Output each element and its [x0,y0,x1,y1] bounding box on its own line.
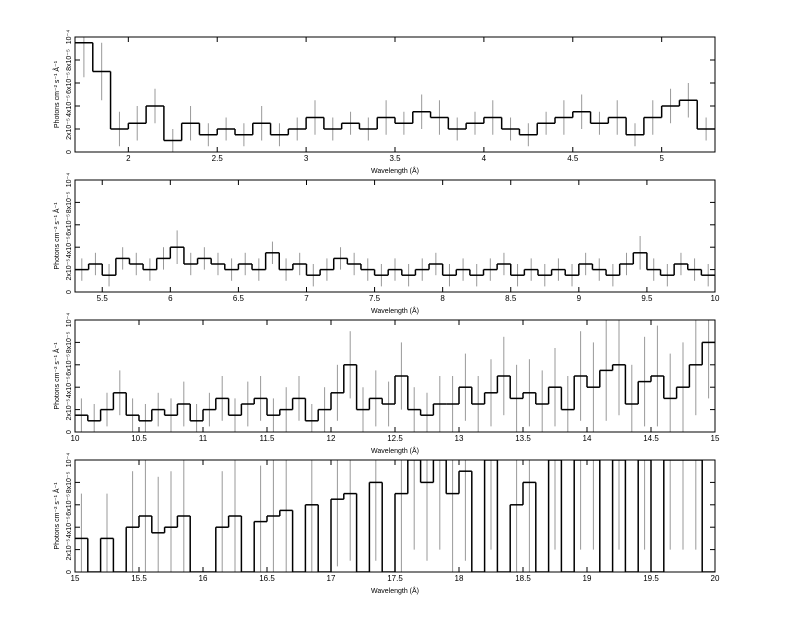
y-tick-label: 8x10⁻⁵ [66,471,73,493]
y-tick-label: 8x10⁻⁵ [66,49,73,71]
x-tick-label: 15 [711,434,720,443]
x-tick-label: 20 [711,574,720,583]
x-tick-label: 4 [482,154,487,163]
x-tick-label: 2 [126,154,131,163]
plot-area [75,230,715,287]
y-axis-label: Photons cm⁻² s⁻¹ Å⁻¹ [52,482,61,550]
x-axis-label: Wavelength (Å) [371,586,419,595]
x-tick-label: 10.5 [131,434,147,443]
y-tick-label: 0 [66,290,73,294]
x-tick-label: 11 [199,434,208,443]
x-tick-label: 11.5 [260,434,276,443]
y-tick-label: 2x10⁻⁵ [66,259,73,281]
y-tick-label: 6x10⁻⁵ [66,72,73,94]
panel: 15 15.5 16 16.5 17 17.5 18 18.5 19 19.5 20 0 2x10⁻⁵4… [52,453,720,595]
y-tick-label: 10⁻⁴ [66,173,73,188]
axes-frame [74,36,716,153]
y-tick-label: 4x10⁻⁵ [66,516,73,538]
plot-area [75,320,715,432]
x-tick-label: 6 [168,294,173,303]
x-tick-label: 14 [583,434,592,443]
y-tick-label: 8x10⁻⁵ [66,191,73,213]
y-tick-label: 10⁻⁴ [66,313,73,328]
x-tick-label: 3 [304,154,309,163]
x-tick-label: 18.5 [515,574,531,583]
y-axis-label: Photons cm⁻² s⁻¹ Å⁻¹ [52,60,61,128]
y-axis-label: Photons cm⁻² s⁻¹ Å⁻¹ [52,202,61,270]
plot-area [75,37,715,152]
x-tick-label: 8 [440,294,445,303]
panel: 5.5 6 6.5 7 7.5 8 8.5 9 9.5 10 0 2x10⁻⁵4x10⁻⁵6x10⁻⁵… [52,173,720,315]
x-tick-label: 15.5 [131,574,147,583]
x-tick-label: 3.5 [389,154,401,163]
x-tick-label: 14.5 [643,434,659,443]
x-axis-label: Wavelength (Å) [371,166,419,175]
x-tick-label: 9.5 [641,294,653,303]
x-axis-label: Wavelength (Å) [371,446,419,455]
y-tick-label: 6x10⁻⁵ [66,214,73,236]
x-tick-label: 9 [577,294,582,303]
y-tick-label: 8x10⁻⁵ [66,331,73,353]
x-tick-label: 17 [327,574,336,583]
x-tick-label: 2.5 [212,154,224,163]
y-tick-label: 0 [66,570,73,574]
y-tick-label: 2x10⁻⁵ [66,539,73,561]
y-tick-label: 2x10⁻⁵ [66,118,73,140]
x-tick-label: 18 [455,574,464,583]
x-tick-label: 13.5 [515,434,531,443]
y-tick-label: 0 [66,150,73,154]
x-axis-label: Wavelength (Å) [371,306,419,315]
x-tick-label: 12 [327,434,336,443]
x-tick-label: 19 [583,574,592,583]
x-tick-label: 4.5 [567,154,579,163]
x-tick-label: 19.5 [643,574,659,583]
plot-area [75,460,715,572]
y-tick-label: 4x10⁻⁵ [66,236,73,258]
x-tick-label: 16.5 [259,574,275,583]
x-tick-label: 7.5 [369,294,381,303]
y-tick-label: 4x10⁻⁵ [66,376,73,398]
x-tick-label: 16 [199,574,208,583]
y-axis-label: Photons cm⁻² s⁻¹ Å⁻¹ [52,342,61,410]
y-tick-label: 6x10⁻⁵ [66,494,73,516]
x-tick-label: 17.5 [387,574,403,583]
x-tick-label: 6.5 [233,294,245,303]
x-tick-label: 10 [71,434,80,443]
x-tick-label: 7 [304,294,309,303]
y-tick-label: 4x10⁻⁵ [66,95,73,117]
y-tick-label: 10⁻⁴ [66,30,73,45]
x-tick-label: 15 [71,574,80,583]
axes-frame [74,179,716,293]
y-tick-label: 6x10⁻⁵ [66,354,73,376]
panel: 10 10.5 11 11.5 12 12.5 13 13.5 14 14.5 15 0 2x10⁻⁵4… [52,313,720,455]
x-tick-label: 13 [455,434,464,443]
y-tick-label: 2x10⁻⁵ [66,399,73,421]
y-tick-label: 0 [66,430,73,434]
x-tick-label: 12.5 [387,434,403,443]
x-tick-label: 5 [659,154,664,163]
x-tick-label: 8.5 [505,294,517,303]
x-tick-label: 5.5 [97,294,109,303]
x-tick-label: 10 [711,294,720,303]
y-tick-label: 10⁻⁴ [66,453,73,468]
